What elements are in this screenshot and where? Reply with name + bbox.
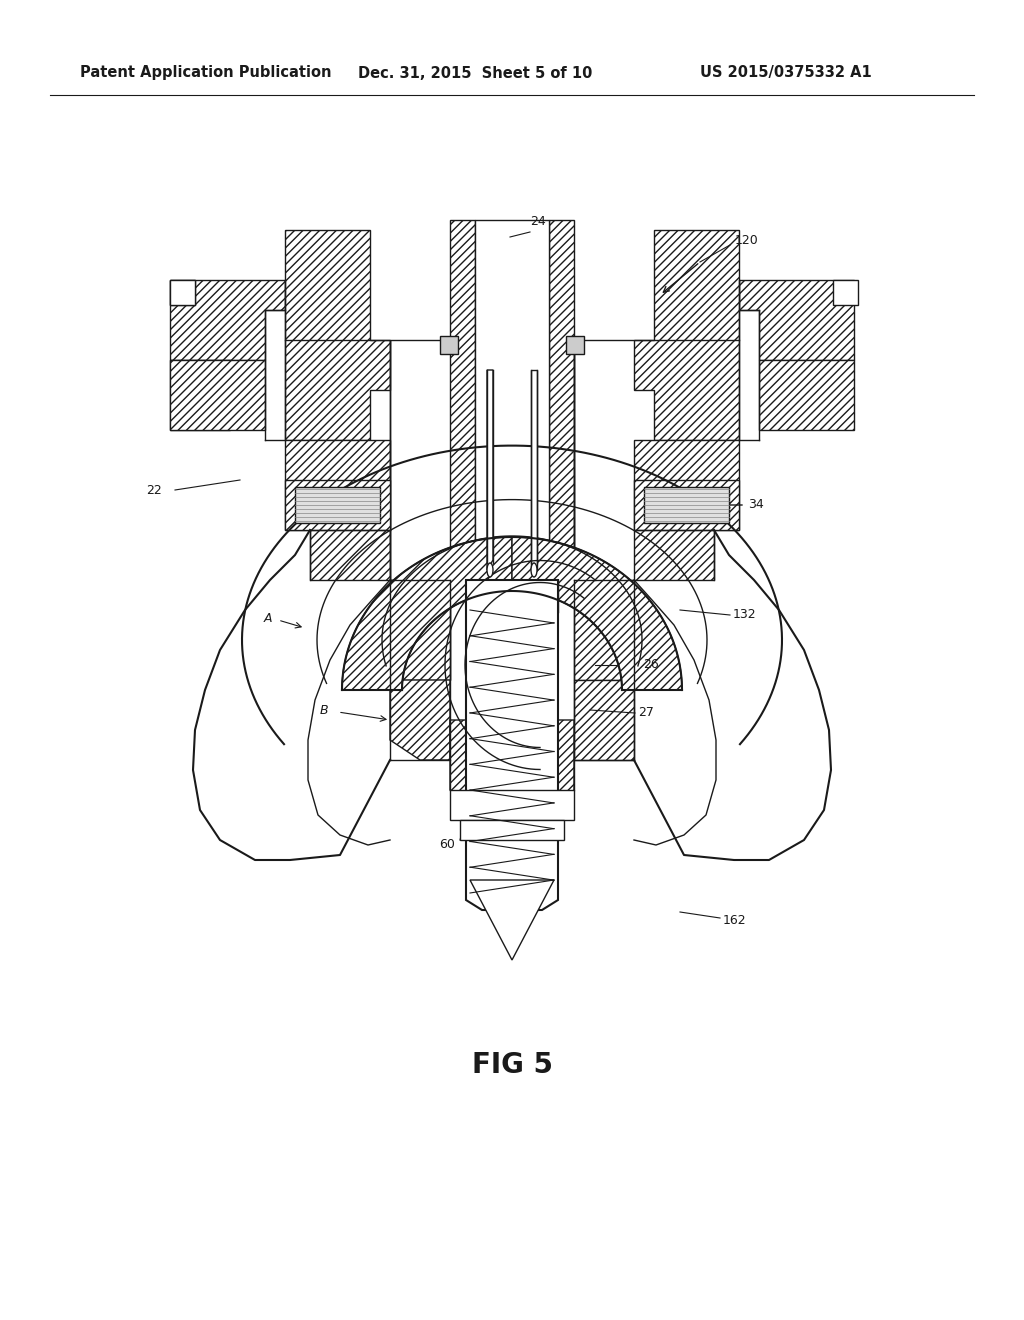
Polygon shape — [170, 360, 265, 430]
Bar — [440, 337, 458, 354]
Polygon shape — [170, 280, 195, 305]
Bar — [566, 337, 584, 354]
Polygon shape — [470, 880, 554, 960]
Bar — [833, 280, 858, 305]
Polygon shape — [759, 360, 854, 430]
Text: 24: 24 — [530, 215, 546, 228]
Bar — [170, 280, 195, 305]
Text: 26: 26 — [643, 659, 658, 672]
Polygon shape — [342, 537, 512, 690]
Polygon shape — [574, 341, 634, 680]
Bar — [450, 789, 574, 820]
Text: 60: 60 — [439, 838, 455, 851]
Polygon shape — [634, 440, 739, 579]
Text: 162: 162 — [723, 913, 746, 927]
Text: FIG 5: FIG 5 — [471, 1051, 553, 1078]
Polygon shape — [390, 579, 450, 680]
Polygon shape — [739, 280, 854, 360]
Polygon shape — [634, 480, 739, 531]
Polygon shape — [285, 480, 390, 531]
Polygon shape — [285, 440, 390, 579]
Polygon shape — [466, 579, 558, 909]
Text: US 2015/0375332 A1: US 2015/0375332 A1 — [700, 66, 871, 81]
Polygon shape — [390, 680, 450, 760]
Polygon shape — [574, 680, 634, 760]
Bar — [295, 487, 380, 523]
Polygon shape — [549, 220, 574, 579]
Text: 174: 174 — [495, 895, 518, 908]
Text: 34: 34 — [748, 499, 764, 511]
Polygon shape — [450, 220, 475, 579]
Text: Patent Application Publication: Patent Application Publication — [80, 66, 332, 81]
Polygon shape — [450, 719, 574, 810]
Ellipse shape — [531, 564, 537, 577]
Text: 22: 22 — [146, 483, 162, 496]
Bar — [475, 220, 549, 579]
Text: Dec. 31, 2015  Sheet 5 of 10: Dec. 31, 2015 Sheet 5 of 10 — [358, 66, 592, 81]
Bar — [460, 820, 564, 840]
Text: 120: 120 — [735, 234, 759, 247]
Polygon shape — [390, 341, 450, 680]
Text: 27: 27 — [638, 706, 654, 719]
Text: B: B — [319, 704, 328, 717]
Text: 132: 132 — [733, 609, 757, 622]
Polygon shape — [285, 230, 390, 440]
Polygon shape — [170, 280, 285, 360]
Ellipse shape — [487, 564, 493, 577]
Polygon shape — [531, 370, 537, 570]
Polygon shape — [512, 537, 682, 690]
Bar — [644, 487, 729, 523]
Polygon shape — [170, 360, 230, 430]
Polygon shape — [634, 230, 739, 440]
Polygon shape — [487, 370, 493, 570]
Text: A: A — [263, 611, 272, 624]
